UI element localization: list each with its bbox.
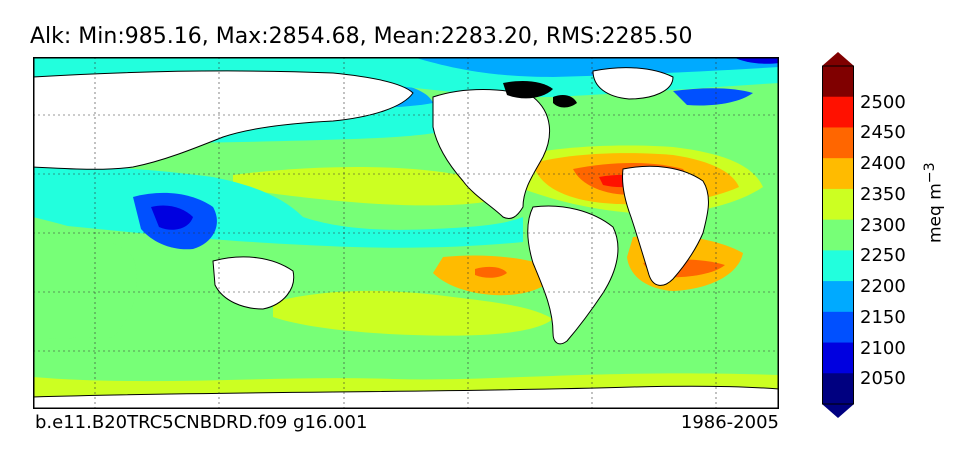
colorbar-unit-label: meq m−3 bbox=[922, 162, 946, 243]
east-greenland-2100 bbox=[673, 88, 753, 106]
graticule bbox=[33, 57, 779, 409]
indian-ocean-2250 bbox=[33, 217, 137, 339]
arctic-2150 bbox=[413, 57, 779, 77]
colorbar-bands bbox=[822, 66, 854, 405]
colorbar-band-2450 bbox=[822, 96, 854, 128]
arctic-2050 bbox=[733, 57, 779, 64]
alkalinity-map bbox=[33, 57, 779, 409]
colorbar-band-2500 bbox=[822, 66, 854, 98]
colorbar-tick-2500: 2500 bbox=[860, 91, 906, 113]
colorbar-tick-2300: 2300 bbox=[860, 214, 906, 236]
colorbar-tick-2150: 2150 bbox=[860, 306, 906, 328]
colorbar-band-2050 bbox=[822, 342, 854, 374]
case-name-label: b.e11.B20TRC5CNBDRD.f09 g16.001 bbox=[35, 412, 368, 433]
colorbar bbox=[822, 52, 854, 418]
colorbar-tick-2050: 2050 bbox=[860, 368, 906, 390]
years-label: 1986-2005 bbox=[680, 412, 779, 433]
map-frame bbox=[33, 57, 779, 409]
colorbar-band-2150 bbox=[822, 281, 854, 313]
unit-exponent: −3 bbox=[922, 162, 938, 184]
south-pacific-2300 bbox=[273, 290, 553, 336]
colorbar-tick-2250: 2250 bbox=[860, 245, 906, 267]
colorbar-tick-2400: 2400 bbox=[860, 153, 906, 175]
colorbar-band-2400 bbox=[822, 127, 854, 159]
land-antarctica bbox=[33, 385, 779, 409]
land-africa bbox=[622, 165, 709, 286]
colorbar-tick-2350: 2350 bbox=[860, 183, 906, 205]
sea-ice-mask bbox=[503, 81, 577, 108]
colorbar-band-lt2050 bbox=[822, 373, 854, 405]
colorbar-tick-2200: 2200 bbox=[860, 276, 906, 298]
colorbar-frame bbox=[822, 65, 854, 405]
land-greenland bbox=[592, 67, 674, 100]
colorbar-band-2200 bbox=[822, 250, 854, 282]
land-south-america bbox=[527, 205, 619, 345]
indonesia-2050 bbox=[151, 205, 193, 230]
colorbar-over-arrow bbox=[822, 52, 854, 66]
colorbar-band-2300 bbox=[822, 188, 854, 221]
colorbar-band-2350 bbox=[822, 158, 854, 190]
colorbar-under-arrow bbox=[822, 404, 854, 418]
south-pacific-max bbox=[475, 266, 507, 278]
north-pacific-2300 bbox=[233, 167, 513, 206]
colorbar-band-2250 bbox=[822, 219, 854, 251]
plot-title: Alk: Min:985.16, Max:2854.68, Mean:2283.… bbox=[30, 24, 693, 49]
land-europe-asia bbox=[33, 70, 414, 170]
colorbar-tick-2100: 2100 bbox=[860, 337, 906, 359]
colorbar-tick-2450: 2450 bbox=[860, 122, 906, 144]
colorbar-band-2100 bbox=[822, 311, 854, 344]
land-australia bbox=[212, 256, 295, 310]
continents bbox=[33, 67, 779, 409]
